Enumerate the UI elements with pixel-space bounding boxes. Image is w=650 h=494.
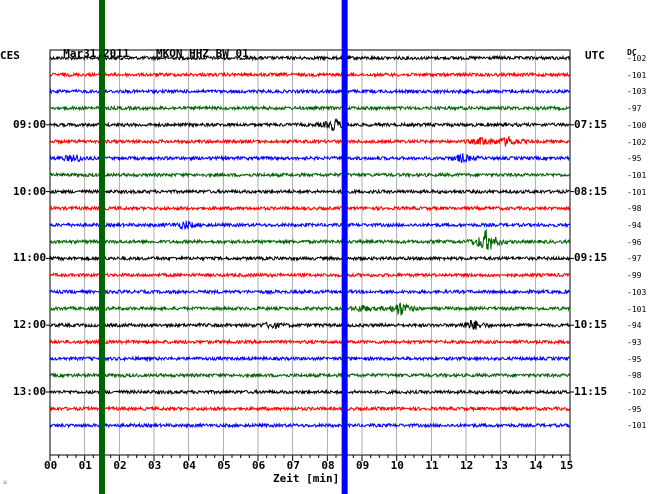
trace-row xyxy=(49,153,570,164)
date-label: Mar31,2011 xyxy=(63,47,130,60)
x-tick-label: 08 xyxy=(321,459,335,472)
trace-row xyxy=(49,405,571,413)
x-tick-label: 00 xyxy=(44,459,58,472)
time-marker-bar xyxy=(99,0,105,494)
dc-offset-label: -102 xyxy=(627,137,647,147)
left-time-label: 11:00 xyxy=(13,251,47,265)
x-tick-label: 11 xyxy=(425,459,439,472)
left-time-label: 12:00 xyxy=(13,318,47,332)
right-time-label: 07:15 xyxy=(574,117,608,131)
trace-row xyxy=(49,171,571,179)
dc-offset-label: -103 xyxy=(627,87,647,97)
x-tick-label: 04 xyxy=(182,459,196,472)
x-tick-label: 14 xyxy=(529,459,543,472)
dc-offset-label: -102 xyxy=(627,54,647,63)
dc-offset-label: -101 xyxy=(627,421,647,431)
dc-offset-label: -98 xyxy=(627,371,642,381)
dc-offset-label: -97 xyxy=(627,254,642,264)
trace-row xyxy=(49,338,571,346)
chart-title: Mar31,2011 MKON HHZ BW 01 xyxy=(50,34,249,60)
dc-offset-label: -99 xyxy=(627,271,642,281)
trace-row xyxy=(49,288,570,296)
left-time-label: 13:00 xyxy=(13,385,47,398)
dc-offset-label: -94 xyxy=(627,221,642,230)
x-tick-label: 12 xyxy=(460,459,474,472)
trace-row xyxy=(49,229,571,251)
dc-offset-label: -95 xyxy=(627,154,642,164)
dc-offset-label: -101 xyxy=(627,187,647,197)
dc-offset-label: -102 xyxy=(627,388,647,397)
trace-row xyxy=(49,371,571,379)
x-tick-label: 15 xyxy=(560,459,574,472)
dc-header: DC xyxy=(627,48,637,57)
trace-row xyxy=(49,220,570,231)
x-tick-label: 10 xyxy=(390,459,404,472)
right-time-label: 08:15 xyxy=(574,184,608,198)
time-marker-bar xyxy=(341,0,348,494)
dc-offset-label: -98 xyxy=(627,204,642,214)
trace-row xyxy=(49,204,571,212)
trace-row xyxy=(49,319,570,331)
dc-offset-label: -94 xyxy=(627,321,642,331)
left-time-label: 09:00 xyxy=(13,117,47,131)
trace-row xyxy=(49,421,571,429)
x-tick-label: 01 xyxy=(78,459,92,472)
left-zone-label: CES xyxy=(0,49,20,62)
dc-offset-label: -93 xyxy=(627,337,642,347)
dc-offset-label: -101 xyxy=(627,70,647,80)
trace-row xyxy=(49,117,570,132)
dc-offset-label: -101 xyxy=(627,170,647,180)
dc-offset-label: -103 xyxy=(627,287,647,297)
trace-row xyxy=(50,135,570,147)
trace-row xyxy=(49,188,570,195)
trace-row xyxy=(49,54,571,62)
x-tick-label: 09 xyxy=(356,459,370,472)
station-label: MKON HHZ BW 01 xyxy=(155,47,249,60)
trace-row xyxy=(49,302,570,316)
dc-offset-label: -95 xyxy=(627,354,642,364)
x-tick-label: 05 xyxy=(217,459,231,472)
trace-row xyxy=(49,388,570,396)
dc-offset-label: -101 xyxy=(627,304,647,314)
trace-row xyxy=(49,87,571,95)
x-tick-label: 06 xyxy=(252,459,266,472)
x-tick-label: 03 xyxy=(148,459,162,472)
trace-row xyxy=(49,355,570,363)
right-time-label: 11:15 xyxy=(574,385,608,398)
trace-row xyxy=(49,254,571,262)
x-tick-label: 07 xyxy=(286,459,300,472)
dc-offset-label: -97 xyxy=(627,104,642,114)
right-time-label: 09:15 xyxy=(574,251,608,265)
x-tick-label: 13 xyxy=(494,459,508,472)
x-tick-label: 02 xyxy=(113,459,127,472)
left-time-label: 10:00 xyxy=(13,184,47,198)
plot-frame xyxy=(49,49,571,456)
right-time-label: 10:15 xyxy=(574,318,608,332)
dc-offset-label: -100 xyxy=(627,120,647,130)
x-axis-label: Zeit [min] xyxy=(273,472,340,485)
trace-row xyxy=(49,71,570,79)
corner-mark: ⚔ xyxy=(3,478,8,486)
dc-offset-label: -95 xyxy=(627,404,642,414)
dc-offset-label: -96 xyxy=(627,237,642,247)
trace-row xyxy=(49,271,570,279)
trace-row xyxy=(49,104,571,112)
right-zone-label: UTC xyxy=(585,49,605,62)
